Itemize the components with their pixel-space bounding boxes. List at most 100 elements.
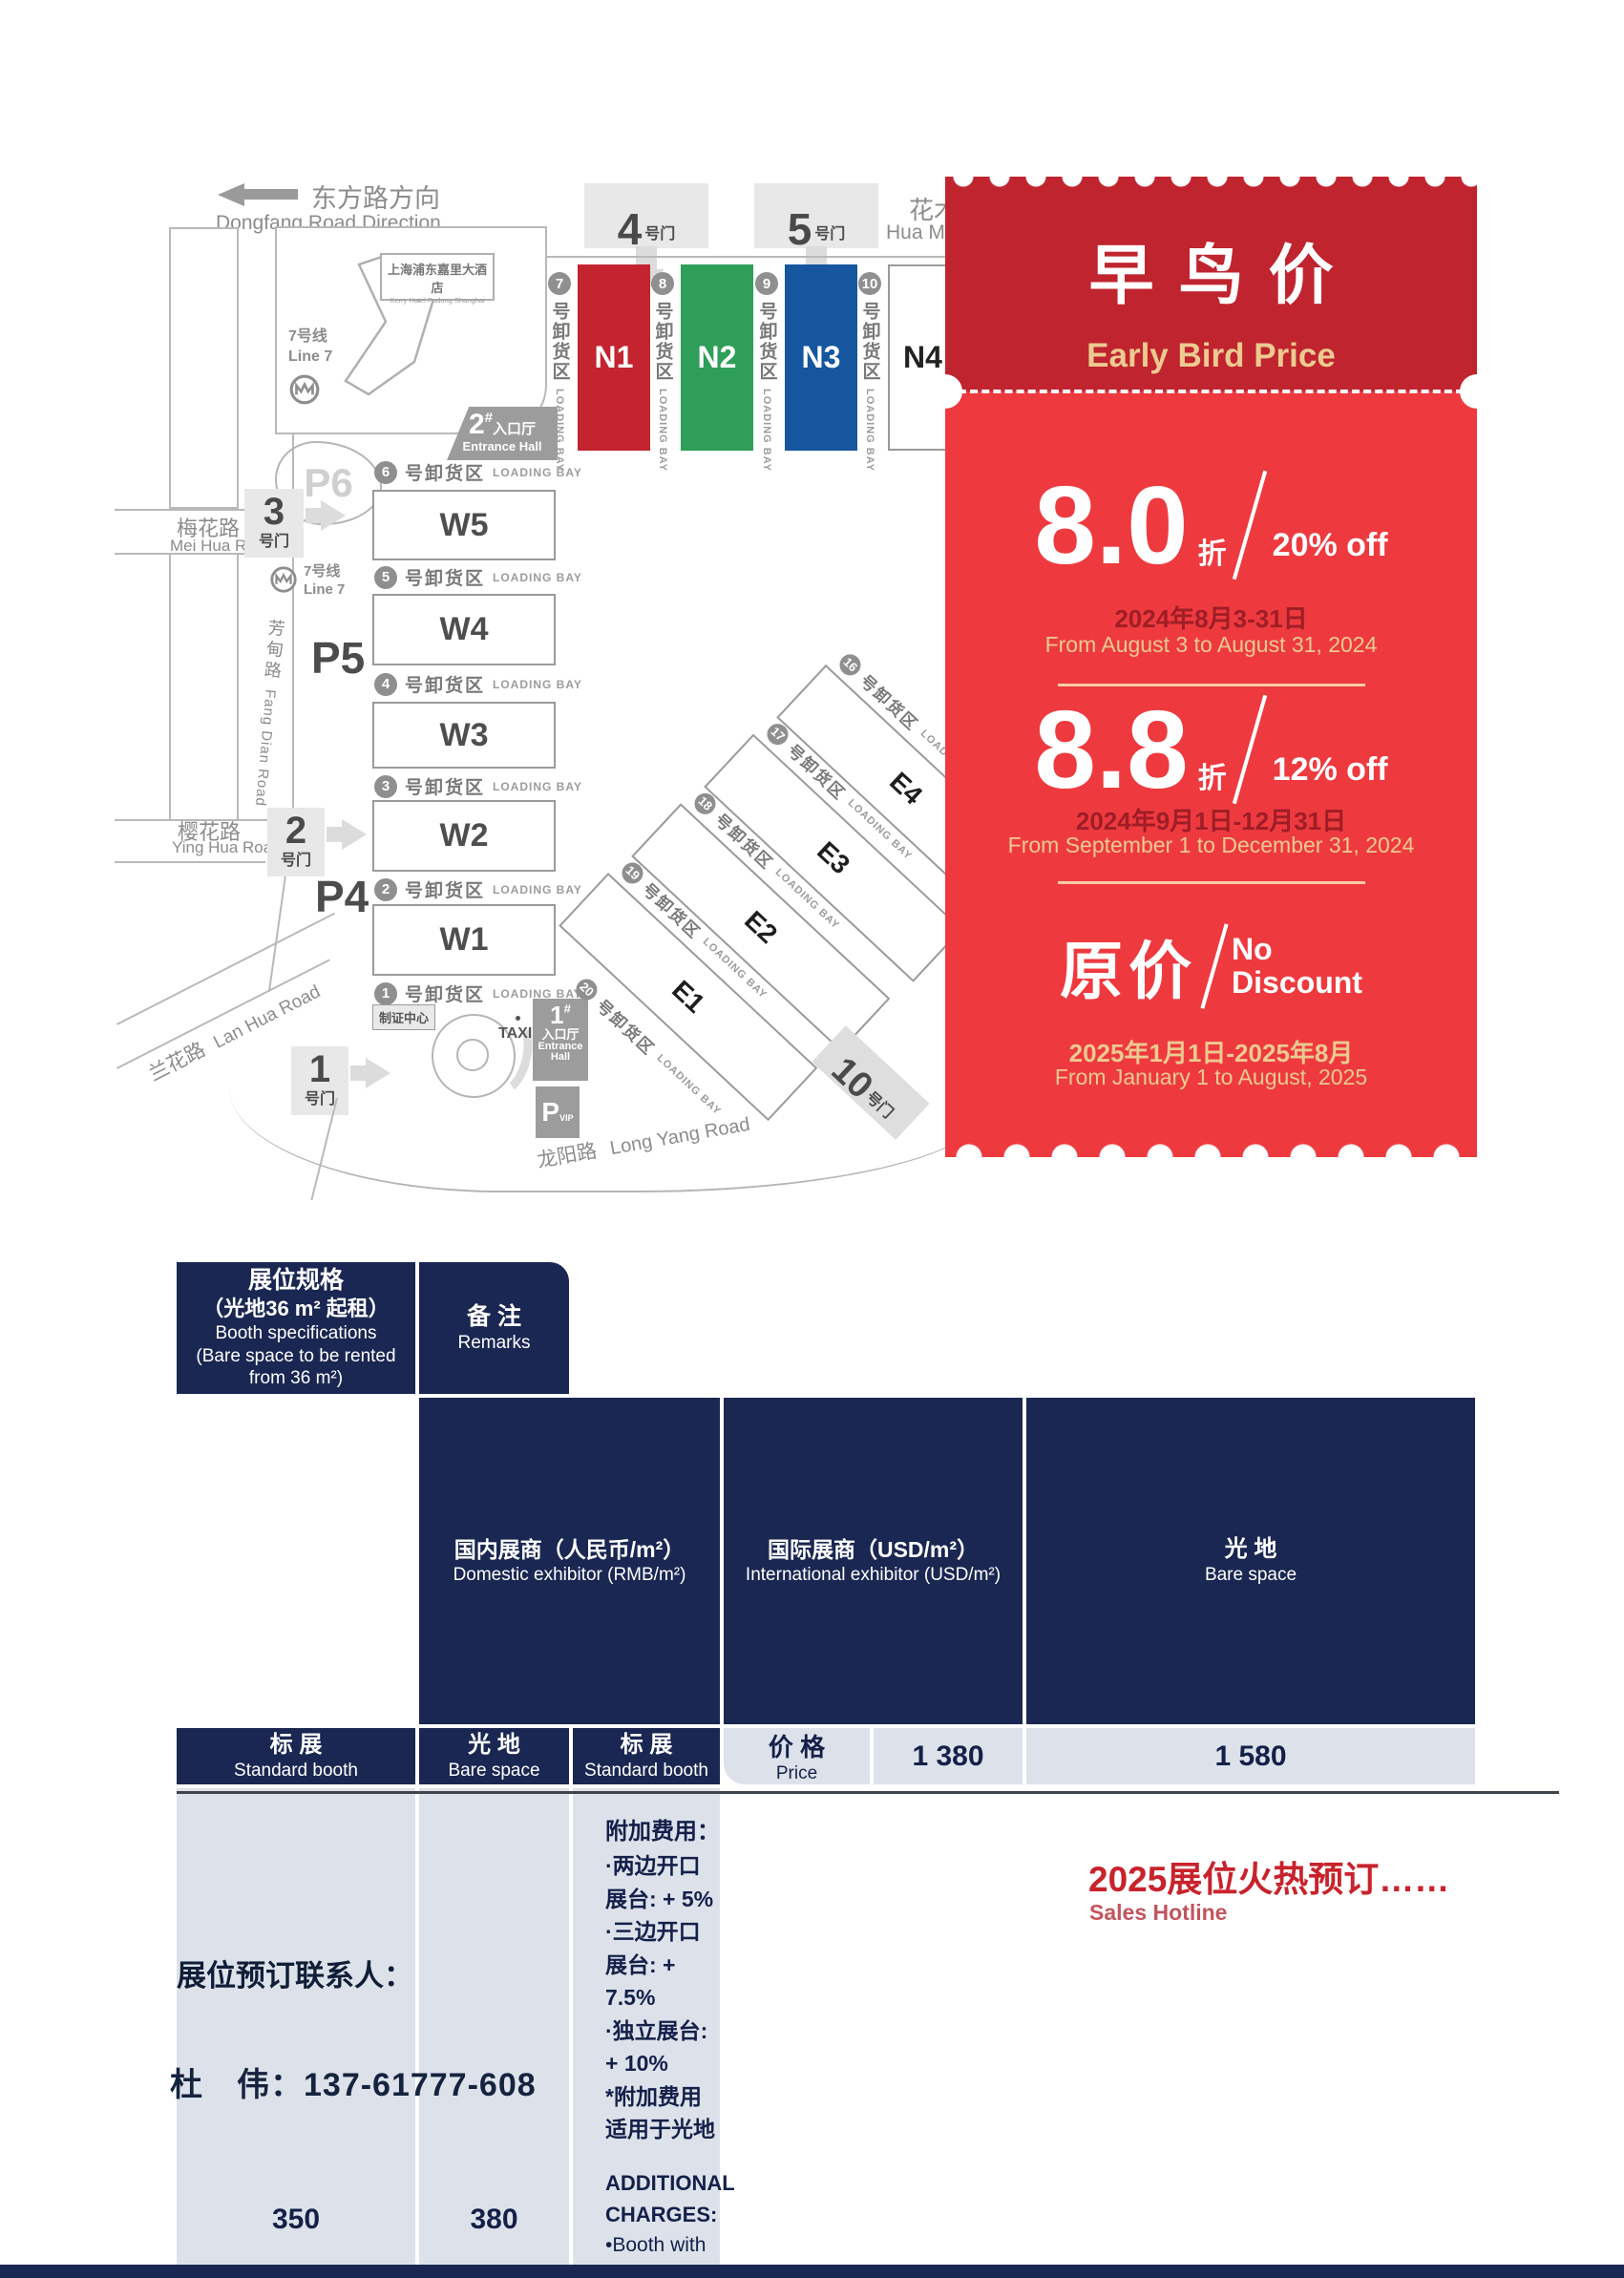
hall-w3-label: W3 [439,716,489,753]
hall-w2: W2 [372,800,556,872]
bay-5-label-cn: 号卸货区 [405,569,486,589]
hall-n1: N1 [578,264,650,451]
bay-6-label-cn: 号卸货区 [405,464,486,484]
early-bird-ticket: 早鸟价 Early Bird Price 8.0 折 20% off 2024年… [928,177,1494,1157]
bay-1-label-en: LOADING BAY [493,986,582,1001]
line7-cn: 7号线 [288,328,327,345]
bare-cn-1: 光 地 [1224,1536,1277,1563]
ticket-scallop-bottom [945,1132,1477,1157]
meihua-road-line-top [115,509,246,511]
hall-n2: N2 [681,264,753,451]
taxi-dot [516,1016,520,1021]
bay-7-number-badge: 7 [548,272,571,295]
bay-7-label-cn: 号卸货区 [549,302,570,382]
yinghua-road-line-bottom [115,861,265,863]
loading-bay-7: 7 号卸货区 LOADING BAY [545,272,574,472]
bay-10-label-cn: 号卸货区 [859,302,880,382]
parking-p4: P4 [315,872,369,921]
gate-4-number: 4 [617,203,643,254]
bay-10-label-en: LOADING BAY [864,389,875,472]
bay-1-label-cn: 号卸货区 [405,985,486,1005]
loading-bay-4: 4 号卸货区 LOADING BAY [374,671,582,697]
yinghua-road-line-top [115,819,267,821]
road-yinghua-cn: 樱花路 [178,820,242,844]
gate-5-suffix: 号门 [814,226,846,243]
bare-en-2: Bare space [448,1760,540,1781]
remarks-en-title: ADDITIONAL CHARGES: [605,2170,735,2226]
international-en: International exhibitor (USD/m²) [745,1564,1002,1585]
loading-bay-2: 2 号卸货区 LOADING BAY [374,876,582,902]
bay-3-label-en: LOADING BAY [493,779,582,793]
bay-5-number-badge: 5 [374,565,397,589]
footer-divider [177,1791,1559,1794]
loading-bay-1: 1 号卸货区 LOADING BAY [374,981,582,1006]
tier3-slash [1200,923,1229,1009]
tier1-off: 20% off [1272,526,1388,563]
bay-3-label-cn: 号卸货区 [405,778,486,798]
parking-p5: P5 [311,633,366,683]
hall-n3-label: N3 [801,340,841,374]
gate-4-arrow-icon [636,246,657,269]
tier2-unit: 折 [1197,763,1227,794]
spec-en2: (Bare space to be rented [196,1345,396,1366]
std-cn-1: 标 展 [269,1731,323,1758]
bay-4-label-cn: 号卸货区 [405,676,486,696]
spec-en1: Booth specifications [215,1322,377,1343]
tier1-date-cn: 2024年8月3-31日 [1114,604,1308,633]
sub-standard-international: 标 展 Standard booth [573,1728,720,1784]
entrance-hall-2: 2#入口厅 Entrance Hall [447,407,558,460]
entrance-2-number: 2 [468,409,485,440]
tier3-off-line2: Discount [1232,965,1362,1000]
price-international-standard: 380 [419,1788,569,2278]
gate-5-arrow-icon [806,246,827,269]
remarks-cn: 备 注 [467,1302,521,1330]
tier3-row: 原价 No Discount [945,914,1477,1019]
price-domestic-standard: 1 580 [1026,1728,1475,1784]
venue-map: 东方路方向 Dongfang Road Direction 4 号门 5 号门 … [0,0,1050,1213]
price-value-2: 1 580 [1214,1740,1287,1772]
entrance-1-cn: 入口厅 [541,1027,580,1043]
entrance-2-cn: 入口厅 [493,421,537,437]
gate-2-suffix: 号门 [280,853,311,869]
metro-icon-2 [270,566,297,593]
bay-9-label-en: LOADING BAY [761,389,772,472]
tier2-row: 8.8 折 12% off [945,692,1477,807]
entrance-2-en: Entrance Hall [462,439,542,453]
remarks-body: 附加费用： ·两边开口展台: + 5% ·三边开口展台: + 7.5% ·独立展… [573,1788,734,2278]
sub-standard-domestic: 标 展 Standard booth [177,1728,415,1784]
badge-center-label: 制证中心 [372,1004,436,1030]
parking-p6-label: P6 [304,460,353,505]
remarks-cn-item-1: ·两边开口展台: + 5% [605,1853,714,1911]
entrance-1-en-l1: Entrance [538,1040,583,1052]
bare-cn-2: 光 地 [468,1731,520,1758]
gate-2: 2 号门 [267,808,325,876]
tier3-date-en: From January 1 to August, 2025 [1054,1065,1368,1089]
price-value-3: 350 [271,2203,321,2235]
bay-6-number-badge: 6 [374,460,397,484]
hall-w5: W5 [372,490,556,560]
gate-4-suffix: 号门 [644,226,676,243]
ticket-title-cn: 早鸟价 [1088,240,1359,312]
bay-2-label-cn: 号卸货区 [405,881,486,901]
tier1-row: 8.0 折 20% off [945,463,1477,587]
longyang-road-curve [229,1052,983,1192]
domestic-cn: 国内展商（人民币/m²） [453,1536,685,1562]
road-yinghua-en: Ying Hua Road [172,838,282,856]
loading-bay-10: 10 号卸货区 LOADING BAY [855,272,884,472]
tier2-slash [1232,694,1267,805]
tier3-off-line1: No [1232,931,1273,966]
ticket-body [945,391,1477,1157]
col-spec-header: 展位规格 （光地36 m² 起租） Booth specifications (… [177,1262,415,1394]
hotel-name-en: Kerry Hotel Pudong Shanghai [390,296,485,305]
metro-line7-label: 7号线 Line 7 [288,327,332,368]
bay-3-number-badge: 3 [374,774,397,798]
ticket-perforation-line [959,390,1464,393]
entrance-1-number: 1 [550,1001,564,1029]
std-en-1: Standard booth [234,1760,358,1781]
loading-bay-6: 6 号卸货区 LOADING BAY [374,459,582,485]
road-meihua-cn: 梅花路 [177,517,241,540]
hall-e2-label: E2 [739,905,784,950]
tier1-unit: 折 [1197,538,1227,570]
tier1-slash [1232,470,1267,580]
international-cn: 国际展商（USD/m²） [767,1536,980,1562]
